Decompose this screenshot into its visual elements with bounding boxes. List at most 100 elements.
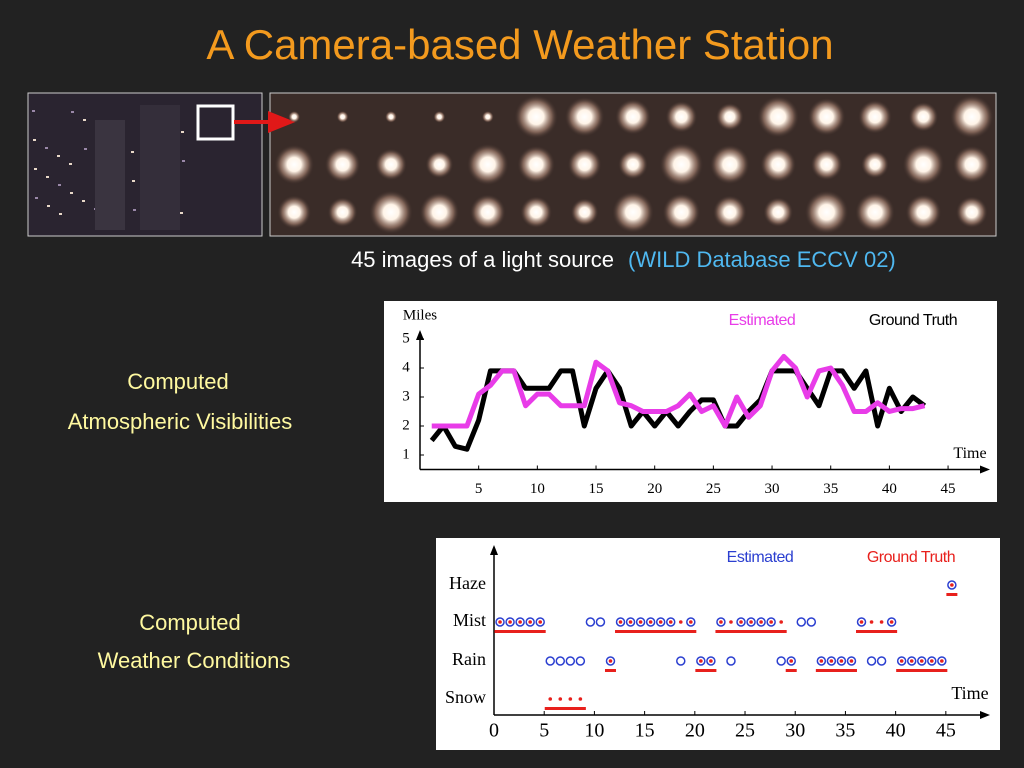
truth-dot xyxy=(919,659,924,663)
building-window xyxy=(47,205,50,207)
truth-bar xyxy=(856,630,868,633)
truth-dot xyxy=(879,620,884,624)
x-tick-label: 45 xyxy=(941,481,956,497)
light-glow xyxy=(712,195,747,230)
truth-dot xyxy=(739,620,743,624)
truth-bar xyxy=(866,630,878,633)
light-glow xyxy=(481,110,494,123)
truth-dot xyxy=(528,620,532,624)
y-category-label: Rain xyxy=(452,649,486,669)
legend-label: Estimated xyxy=(729,312,796,329)
building-window xyxy=(133,209,136,211)
building-window xyxy=(131,151,134,153)
light-glow xyxy=(949,94,994,139)
building-window xyxy=(33,139,36,141)
truth-bar xyxy=(785,669,797,672)
light-glow xyxy=(861,150,889,179)
truth-dot xyxy=(608,659,613,663)
truth-dot xyxy=(779,620,783,624)
truth-bar xyxy=(504,630,516,633)
estimate-marker xyxy=(525,617,535,627)
estimate-marker xyxy=(676,656,686,666)
light-glow xyxy=(952,145,991,184)
y-tick-label: 2 xyxy=(402,417,410,433)
truth-dot xyxy=(729,620,733,624)
truth-dot xyxy=(668,620,673,624)
truth-dot xyxy=(849,659,854,663)
truth-dot xyxy=(719,620,723,624)
estimate-marker xyxy=(846,656,857,666)
x-tick-label: 15 xyxy=(589,481,604,497)
light-glow xyxy=(288,110,301,123)
building-window xyxy=(71,111,74,113)
estimate-marker xyxy=(655,617,666,627)
legend-label: Estimated xyxy=(727,549,794,566)
truth-dot xyxy=(950,583,954,587)
building xyxy=(95,120,125,230)
truth-dot xyxy=(498,620,502,624)
truth-dot xyxy=(889,620,894,624)
building-window xyxy=(69,163,72,165)
building-window xyxy=(181,131,184,133)
light-glow xyxy=(858,99,892,134)
truth-dot xyxy=(940,659,944,663)
x-axis-label: Time xyxy=(953,445,986,462)
building xyxy=(140,105,180,230)
truth-bar xyxy=(675,630,687,633)
x-tick-label: 10 xyxy=(530,481,545,497)
x-axis-label: Time xyxy=(951,683,988,703)
x-tick-label: 45 xyxy=(936,720,956,742)
axis-arrow xyxy=(980,465,990,474)
building-window xyxy=(35,197,38,199)
light-glow xyxy=(955,196,988,229)
light-glow xyxy=(570,198,599,227)
estimate-marker xyxy=(706,656,716,666)
building-window xyxy=(84,148,87,150)
estimate-marker xyxy=(716,617,726,627)
light-glow xyxy=(520,196,553,229)
light-glow xyxy=(336,110,349,123)
estimate-marker xyxy=(535,617,545,627)
estimate-marker xyxy=(947,580,957,590)
truth-dot xyxy=(869,620,874,624)
building-window xyxy=(45,147,48,149)
y-category-label: Mist xyxy=(453,610,486,630)
estimate-marker xyxy=(917,656,927,666)
estimate-marker xyxy=(937,656,947,666)
truth-dot xyxy=(839,659,844,663)
estimate-marker xyxy=(816,656,827,666)
truth-bar xyxy=(765,630,777,633)
estimate-marker xyxy=(836,656,847,666)
building-window xyxy=(132,180,135,182)
light-glow xyxy=(659,142,704,187)
truth-dot xyxy=(678,620,683,624)
x-tick-label: 10 xyxy=(584,720,604,742)
truth-bar xyxy=(815,669,827,672)
caption-source: (WILD Database ECCV 02) xyxy=(628,247,896,272)
y-tick-label: 3 xyxy=(402,388,410,404)
light-glow xyxy=(618,149,648,180)
label: Computed xyxy=(139,610,241,635)
x-tick-label: 35 xyxy=(835,720,855,742)
truth-dot xyxy=(789,659,794,663)
light-glow xyxy=(466,143,509,186)
estimate-marker xyxy=(826,656,837,666)
light-glow xyxy=(469,194,506,231)
truth-dot xyxy=(769,620,773,624)
light-glow xyxy=(908,101,939,132)
truth-bar xyxy=(494,630,506,633)
estimate-marker xyxy=(856,617,867,627)
estimate-marker xyxy=(866,656,877,666)
truth-bar xyxy=(845,669,857,672)
truth-dot xyxy=(508,620,512,624)
truth-bar xyxy=(745,630,757,633)
truth-bar xyxy=(946,593,958,596)
truth-dot xyxy=(689,620,693,624)
estimate-marker xyxy=(756,617,766,627)
truth-bar xyxy=(715,630,727,633)
estimate-marker xyxy=(886,617,897,627)
building-window xyxy=(32,110,35,112)
truth-dot xyxy=(638,620,643,624)
x-tick-label: 20 xyxy=(647,481,662,497)
estimate-marker xyxy=(796,617,807,627)
